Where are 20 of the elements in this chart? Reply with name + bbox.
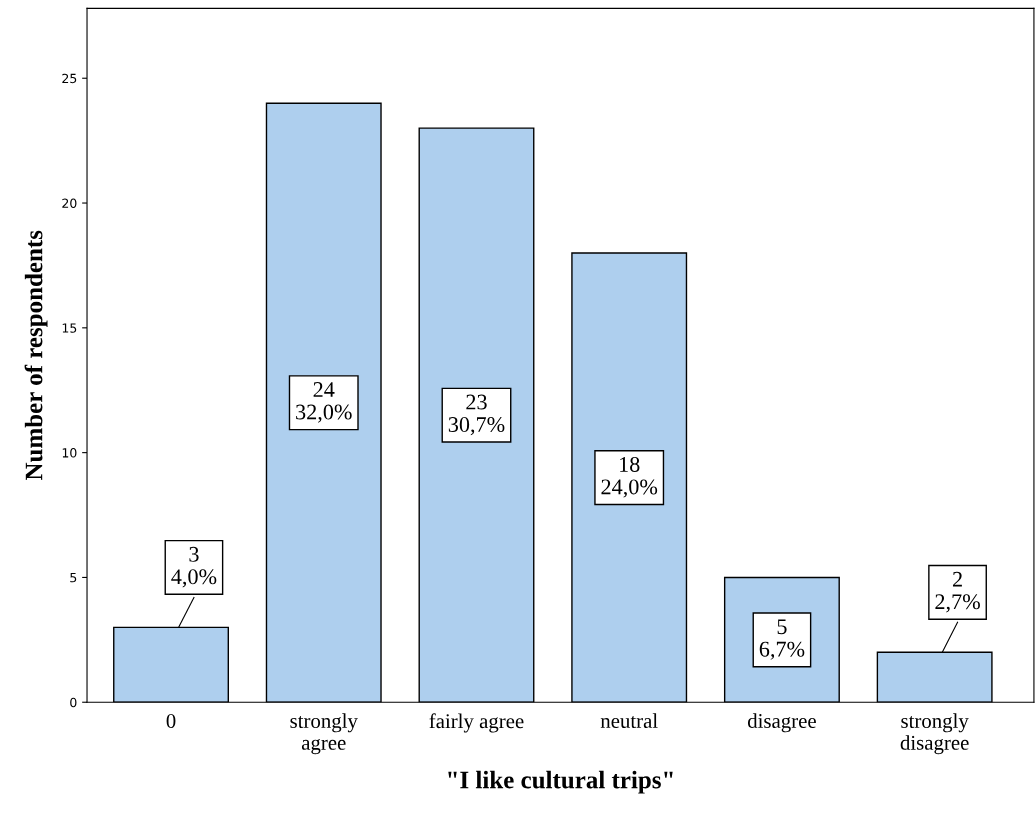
y-tick-label: 0 [70, 697, 77, 708]
x-axis-title: "I like cultural trips" [448, 770, 673, 794]
y-tick-label: 5 [70, 573, 77, 583]
data-label: 2 2,7% [935, 571, 980, 613]
x-tick-label: 0 [166, 713, 176, 729]
data-label: 23 30,7% [448, 394, 505, 436]
x-tick-label: strongly disagree [900, 713, 969, 755]
data-label: 5 6,7% [759, 619, 805, 660]
x-tick-label: fairly agree [429, 713, 524, 733]
y-axis-title: Number of respondents [24, 230, 48, 481]
y-tick-label: 20 [62, 198, 77, 208]
y-tick-label: 25 [62, 73, 77, 84]
x-tick-label: neutral [600, 713, 658, 729]
x-tick-label: strongly agree [290, 713, 358, 755]
data-label: 18 24,0% [601, 456, 658, 498]
y-tick-label: 15 [62, 323, 77, 333]
x-tick-label: disagree [747, 713, 816, 733]
y-tick-label: 10 [62, 448, 77, 458]
data-label: 24 32,0% [296, 382, 352, 423]
data-label: 3 4,0% [171, 546, 217, 588]
